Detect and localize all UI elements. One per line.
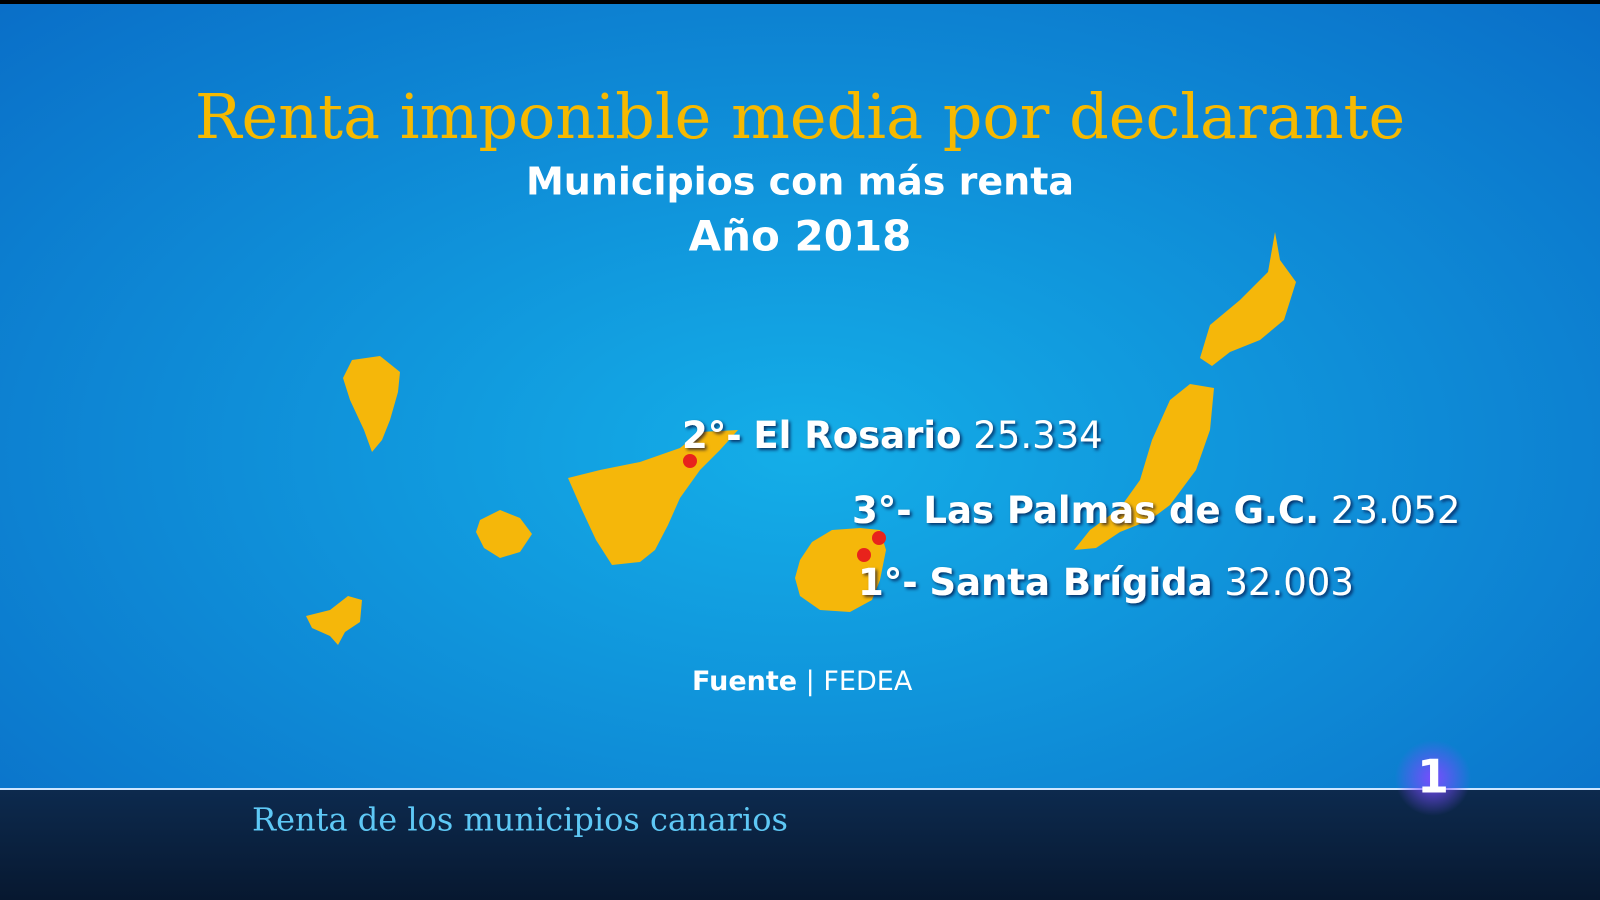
label-1: 1°- Santa Brígida 32.003 <box>858 561 1354 604</box>
year: Año 2018 <box>689 212 912 261</box>
source-label: Fuente <box>692 666 797 697</box>
rank: 2°- <box>682 414 742 457</box>
ticker-text: Renta de los municipios canarios <box>252 801 788 839</box>
municipality: Las Palmas de G.C. <box>923 489 1319 532</box>
marker-las-palmas <box>872 531 886 545</box>
municipality: El Rosario <box>753 414 961 457</box>
rank: 1°- <box>858 561 918 604</box>
fuerteventura <box>1074 384 1214 550</box>
amount: 23.052 <box>1331 489 1460 532</box>
marker-santa-brigida <box>857 548 871 562</box>
el-hierro <box>306 596 362 645</box>
amount: 25.334 <box>973 414 1102 457</box>
subtitle: Municipios con más renta <box>526 160 1074 204</box>
la-palma <box>343 356 400 452</box>
rank: 3°- <box>852 489 912 532</box>
label-2: 2°- El Rosario 25.334 <box>682 414 1103 457</box>
label-3: 3°- Las Palmas de G.C. 23.052 <box>852 489 1460 532</box>
channel-logo: 1 <box>1417 750 1449 804</box>
municipality: Santa Brígida <box>929 561 1212 604</box>
title: Renta imponible media por declarante <box>195 80 1405 153</box>
lanzarote <box>1200 232 1296 366</box>
amount: 32.003 <box>1224 561 1353 604</box>
top-strip <box>0 0 1600 4</box>
ticker-bar <box>0 789 1600 900</box>
source-name: FEDEA <box>823 666 912 697</box>
source: Fuente | FEDEA <box>692 666 913 697</box>
logo-glow <box>1395 740 1471 816</box>
la-gomera <box>476 510 532 558</box>
separator: | <box>806 666 815 697</box>
marker-el-rosario <box>683 454 697 468</box>
